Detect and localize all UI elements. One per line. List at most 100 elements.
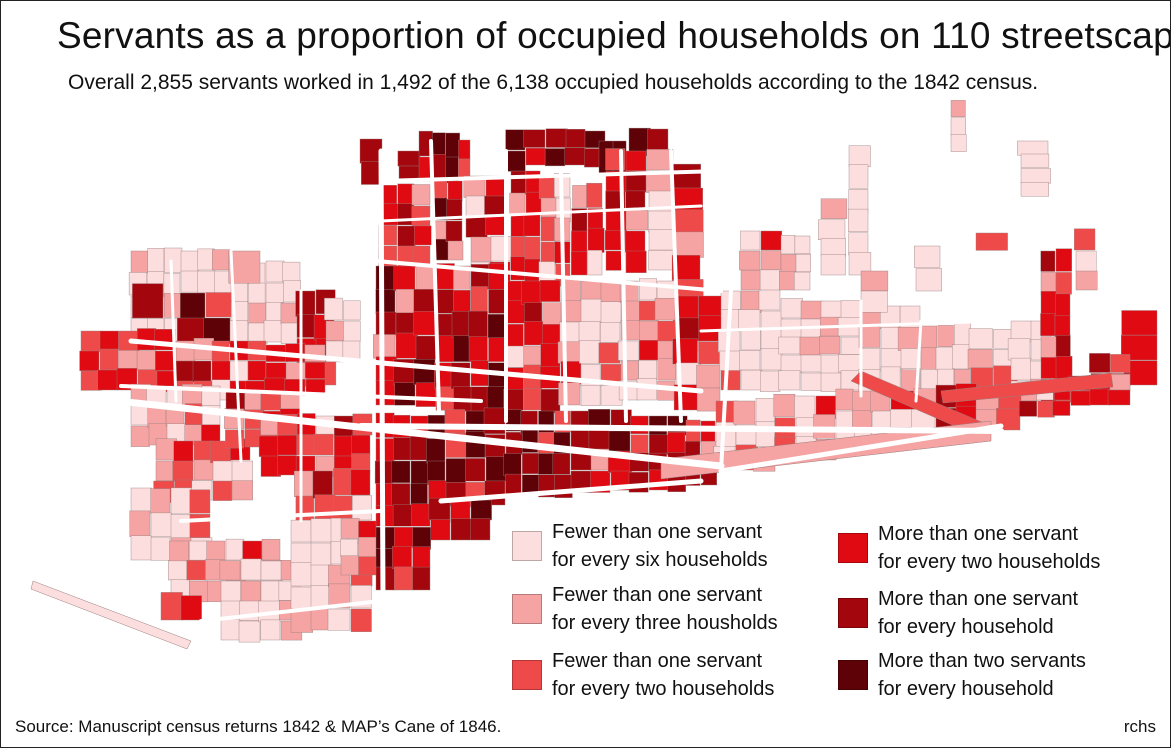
street-network (67, 139, 1004, 623)
parcel (578, 321, 601, 343)
parcel (412, 566, 431, 591)
legend-item-3: Fewer than one servant for every two hou… (512, 647, 774, 703)
parcel (1040, 291, 1058, 315)
parcel (277, 455, 297, 476)
parcel (1107, 389, 1131, 406)
parcel (967, 349, 993, 369)
parcel (394, 382, 416, 406)
parcel (229, 360, 249, 382)
parcel (848, 145, 871, 167)
parcel (340, 518, 360, 539)
parcel (1089, 388, 1111, 406)
parcel (487, 314, 506, 338)
parcel (937, 325, 954, 347)
parcel (719, 350, 741, 371)
parcel (848, 232, 869, 256)
parcel (375, 289, 396, 315)
parcel (525, 147, 546, 166)
street (379, 169, 723, 183)
parcel (150, 488, 171, 514)
parcel (608, 430, 631, 452)
street (128, 338, 704, 394)
parcel (397, 225, 416, 248)
parcel (435, 289, 454, 314)
legend-label: for every household (878, 616, 1054, 638)
parcel (675, 295, 699, 320)
parcel (696, 387, 721, 412)
parcel (848, 252, 872, 276)
parcel (164, 247, 183, 273)
parcel (1055, 248, 1072, 272)
parcel (172, 460, 194, 482)
parcel (660, 420, 992, 480)
parcel (310, 585, 331, 609)
parcel (465, 431, 486, 458)
parcel (890, 409, 913, 428)
parcel (397, 203, 415, 226)
parcel (587, 249, 603, 276)
parcel (778, 370, 801, 391)
parcel (848, 208, 869, 232)
parcel (624, 230, 646, 253)
street (179, 509, 383, 523)
parcel (231, 460, 253, 483)
parcel (160, 592, 183, 621)
parcel (328, 583, 351, 609)
parcel (189, 489, 211, 514)
parcel (490, 236, 512, 262)
parcel (392, 504, 412, 527)
parcel (740, 328, 761, 351)
legend-label: Fewer than one servant (552, 521, 763, 543)
parcel (375, 380, 397, 406)
parcel (340, 555, 360, 576)
parcel (465, 458, 486, 482)
parcel (132, 283, 164, 319)
parcel (395, 289, 416, 314)
parcel (470, 286, 488, 314)
parcel (1055, 335, 1071, 358)
parcel (755, 398, 776, 424)
parcel (639, 340, 659, 361)
parcel (1040, 250, 1056, 272)
parcel (180, 292, 206, 321)
parcel (211, 249, 231, 271)
legend-swatch (838, 533, 868, 563)
parcel (80, 330, 101, 352)
parcel (192, 360, 212, 383)
parcel (450, 362, 471, 390)
parcel (130, 425, 150, 447)
parcel (521, 280, 542, 305)
parcel (261, 539, 281, 561)
parcel (393, 437, 413, 461)
parcel (432, 132, 446, 157)
parcel (760, 230, 782, 251)
parcel (565, 128, 586, 148)
parcel (919, 325, 937, 349)
parcel (672, 231, 704, 258)
parcel (375, 505, 395, 527)
legend-swatch (838, 660, 868, 690)
parcel (860, 290, 888, 313)
parcel (325, 320, 345, 341)
parcel (458, 139, 471, 161)
parcel (290, 519, 312, 543)
parcel (968, 328, 993, 349)
parcel (835, 388, 854, 411)
parcel (290, 586, 314, 610)
parcel (397, 150, 421, 167)
parcel (265, 302, 283, 323)
parcel (523, 213, 541, 237)
parcel (1040, 336, 1056, 359)
parcel (648, 210, 674, 233)
parcel (630, 434, 649, 454)
street (358, 423, 1004, 434)
parcel (175, 360, 194, 382)
parcel (795, 254, 812, 272)
parcel (375, 265, 396, 292)
parcel (820, 300, 843, 320)
parcel (800, 354, 822, 373)
parcel (220, 580, 241, 603)
parcel (294, 470, 314, 497)
parcel (310, 542, 332, 567)
street (169, 259, 178, 403)
